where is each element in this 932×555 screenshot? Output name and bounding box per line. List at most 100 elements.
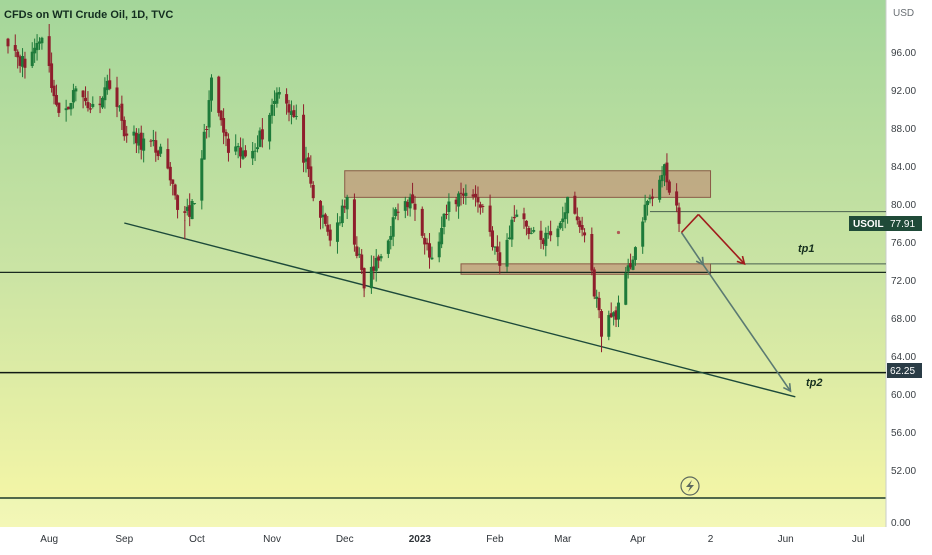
candle — [372, 255, 376, 280]
candle — [217, 75, 221, 117]
candle — [633, 246, 637, 266]
candle — [444, 204, 448, 220]
candle-body — [522, 213, 526, 220]
candle-body — [193, 203, 197, 205]
candle — [650, 188, 654, 207]
candle-body — [474, 193, 478, 198]
lightning-icon[interactable] — [680, 476, 700, 496]
candle-body — [544, 232, 548, 246]
candle-body — [650, 196, 654, 199]
candle — [335, 213, 339, 254]
candle-body — [6, 38, 10, 47]
candle — [357, 247, 361, 258]
candle — [607, 310, 611, 341]
candle-body — [241, 150, 245, 159]
candle-body — [323, 214, 327, 224]
candle — [258, 127, 262, 148]
candle-body — [268, 114, 272, 142]
candle — [626, 258, 630, 279]
candle — [374, 249, 378, 282]
candle — [183, 206, 187, 222]
candle — [507, 225, 511, 240]
candle — [209, 74, 213, 112]
candle-body — [658, 179, 662, 200]
candle-body — [641, 221, 645, 247]
candle — [408, 193, 412, 217]
candle — [629, 253, 633, 270]
candle — [202, 123, 206, 160]
candle-body — [122, 119, 126, 137]
currency-label: USD — [893, 8, 914, 19]
candle-body — [546, 233, 550, 235]
candle-body — [454, 199, 458, 205]
price-tick-label: 96.00 — [891, 48, 916, 59]
time-tick-label: Mar — [554, 534, 572, 545]
candle — [125, 125, 129, 143]
candle-body — [275, 92, 279, 104]
candle-body — [309, 166, 313, 184]
candle-body — [326, 224, 330, 232]
candle-body — [260, 129, 264, 140]
candle — [190, 198, 194, 220]
candle-body — [583, 232, 587, 236]
price-axis-background — [886, 0, 932, 527]
candle-body — [440, 227, 444, 245]
candle — [510, 216, 514, 247]
candle-body — [243, 150, 247, 157]
candle-body — [369, 266, 373, 289]
time-tick-label: Apr — [630, 534, 646, 545]
level-price-badge[interactable]: 62.25 — [887, 363, 922, 378]
current-price-badge[interactable]: USOIL 77.91 — [849, 216, 922, 231]
candle-body — [505, 239, 509, 267]
candle-body — [595, 296, 599, 299]
candle-body — [345, 196, 349, 210]
candle-body — [355, 246, 359, 256]
support-zone — [460, 263, 712, 275]
candle — [193, 202, 197, 205]
candle — [270, 98, 274, 124]
candle — [544, 227, 548, 257]
candle-body — [377, 256, 381, 261]
candle — [285, 88, 289, 115]
candle — [122, 116, 126, 141]
candle-body — [563, 212, 567, 220]
time-tick-label: Jun — [778, 534, 794, 545]
resistance-zone — [344, 170, 712, 198]
candle — [461, 188, 465, 205]
price-tick-label: 88.00 — [891, 124, 916, 135]
candle-body — [134, 132, 138, 144]
candle — [590, 227, 594, 276]
candle-body — [510, 219, 514, 240]
candle — [306, 152, 310, 178]
candle-body — [495, 246, 499, 252]
candle — [323, 212, 327, 227]
candle-body — [614, 310, 618, 320]
price-tick-label: 64.00 — [891, 352, 916, 363]
candle-body — [18, 56, 22, 66]
candle-body — [512, 217, 516, 219]
candle — [578, 217, 582, 233]
candle-body — [222, 118, 226, 133]
candle — [251, 141, 255, 166]
candle-body — [287, 104, 291, 113]
candle — [454, 196, 458, 212]
candle — [207, 90, 211, 138]
chart-title: CFDs on WTI Crude Oil, 1D, TVC — [4, 9, 173, 21]
level-price-value: 62.25 — [890, 366, 915, 377]
candle — [260, 118, 264, 148]
candle — [423, 233, 427, 255]
price-tick-label: 76.00 — [891, 238, 916, 249]
candle-body — [478, 204, 482, 208]
candle-body — [319, 200, 323, 218]
candle — [156, 149, 160, 161]
candle-body — [151, 139, 155, 142]
candle-body — [394, 209, 398, 217]
candle-body — [633, 247, 637, 260]
candle-body — [626, 265, 630, 272]
candle — [396, 203, 400, 221]
candle — [91, 96, 95, 109]
candle-body — [507, 237, 511, 240]
candle — [54, 84, 58, 107]
